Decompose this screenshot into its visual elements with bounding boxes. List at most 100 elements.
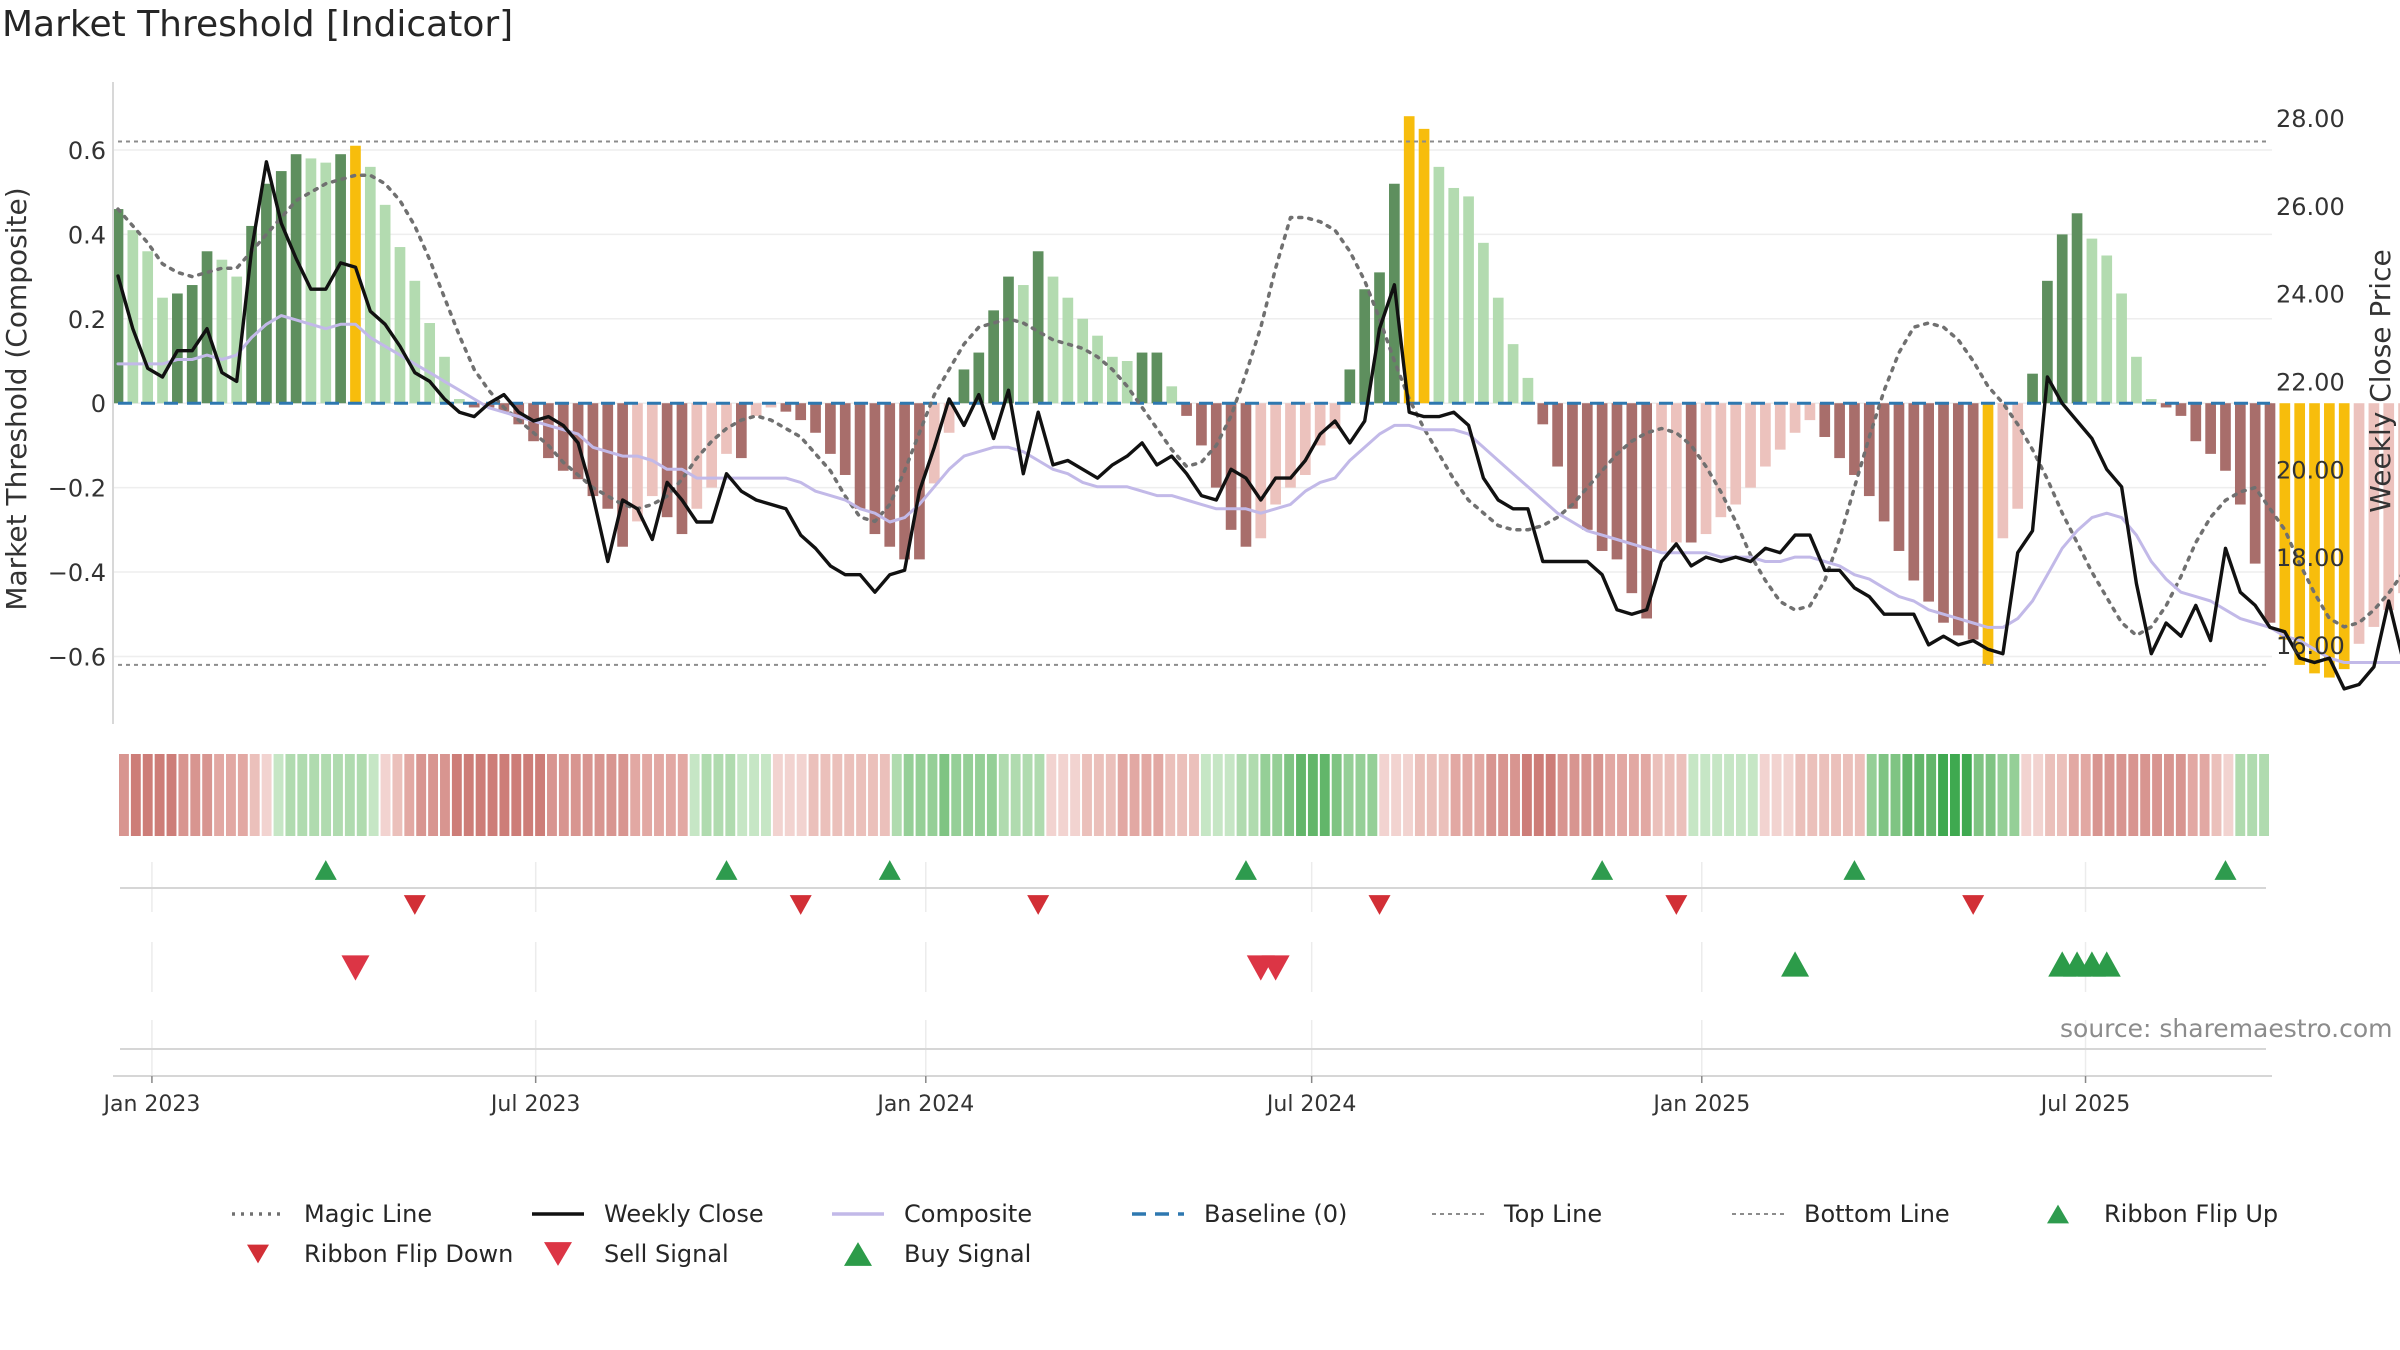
legend-symbol [844, 1242, 872, 1266]
composite-bar [646, 403, 658, 497]
ribbon-cell [582, 754, 593, 836]
composite-bar [275, 171, 287, 404]
y-tick-label: 0 [91, 390, 106, 418]
composite-bar [394, 247, 406, 404]
composite-bar [1567, 403, 1578, 509]
ribbon-cell [618, 754, 629, 836]
ribbon-cell [1010, 754, 1021, 836]
ribbon-cell [1783, 754, 1794, 836]
ribbon-cell [261, 754, 272, 836]
ribbon-cell [1628, 754, 1639, 836]
ribbon-cell [2247, 754, 2258, 836]
ribbon-cell [1593, 754, 1604, 836]
ribbon-cell [392, 754, 403, 836]
ribbon-cell [594, 754, 605, 836]
legend-symbol [247, 1244, 269, 1264]
ribbon-cell [1034, 754, 1045, 836]
ribbon-cell [772, 754, 783, 836]
composite-bar [1671, 403, 1682, 543]
legend-item: Buy Signal [828, 1235, 1031, 1273]
composite-bar [2071, 213, 2083, 404]
axes-layer: 0.6 0.4 0.2 0 −0.2 −0.4 −0.6 28.00 26.00 24.00 22.… [0, 82, 2397, 724]
legend-swatch [2047, 1204, 2069, 1224]
legend-symbol [544, 1242, 572, 1266]
ribbon-cell [1391, 754, 1402, 836]
ribbon-cell [1545, 754, 1556, 836]
ribbon-cell [1284, 754, 1295, 836]
composite-bar [1240, 403, 1252, 547]
ribbon-cell [1462, 754, 1473, 836]
legend-label: Bottom Line [1804, 1200, 1950, 1228]
x-tick-label: Jul 2024 [1265, 1092, 1357, 1117]
ribbon-cell [1878, 754, 1889, 836]
ribbon-cell [1569, 754, 1580, 836]
ribbon-cell [1403, 754, 1413, 836]
ribbon-cell [1058, 754, 1069, 836]
composite-bar [1151, 352, 1163, 404]
ribbon-cell [237, 754, 248, 836]
ribbon-cell [1533, 754, 1544, 836]
ribbon-cell [1724, 754, 1734, 836]
ribbon-cell [344, 754, 355, 836]
ribbon-cell [2163, 754, 2174, 836]
legend-label: Magic Line [304, 1200, 433, 1228]
ribbon-cell [249, 754, 260, 836]
ribbon-cell [891, 754, 902, 836]
ribbon-cell [630, 754, 641, 836]
ribbon-strip [119, 754, 2269, 836]
y-tick-label: 0.6 [68, 137, 106, 165]
composite-bar [172, 293, 183, 404]
sell-signal-marker [341, 955, 370, 981]
composite-bar [1299, 403, 1311, 475]
ribbon-cell [975, 754, 985, 836]
x-tick-label: Jul 2023 [489, 1092, 581, 1117]
legend-label: Baseline (0) [1204, 1200, 1348, 1228]
ribbon-flip-up-marker [1591, 860, 1614, 880]
ribbon-cell [1759, 754, 1770, 836]
ribbon-cell [725, 754, 736, 836]
ribbon-cell [511, 754, 522, 836]
ribbon-cell [1224, 754, 1235, 836]
ribbon-flip-down-marker [1027, 895, 1050, 915]
ribbon-cell [1807, 754, 1818, 836]
y-right-tick-label: 22.00 [2276, 368, 2345, 396]
legend-symbol [2047, 1204, 2069, 1224]
x-tick-label: Jan 2024 [875, 1092, 974, 1117]
y-tick-label: −0.2 [48, 475, 106, 503]
composite-bar [2324, 403, 2335, 678]
composite-bar [1136, 352, 1148, 404]
ribbon-cell [963, 754, 974, 836]
composite-bar [2353, 403, 2365, 644]
signals-layer: Jan 2023 Jul 2023 Jan 2024 Jul 2024 Jan 2025… [101, 860, 2272, 1117]
composite-bar [2234, 403, 2246, 505]
y-right-axis-title: Weekly Close Price [2364, 249, 2397, 512]
composite-bar [973, 352, 985, 404]
ribbon-cell [1105, 754, 1116, 836]
composite-bar [2205, 403, 2216, 454]
ribbon-cell [2033, 754, 2044, 836]
composite-bar [1359, 289, 1371, 404]
composite-bar [1255, 403, 1267, 539]
ribbon-cell [2056, 754, 2067, 836]
ribbon-cell [1331, 754, 1342, 836]
composite-bar [2042, 280, 2053, 404]
composite-bar [1448, 187, 1460, 404]
composite-bar [2027, 373, 2038, 404]
composite-bar [1433, 166, 1445, 404]
y-tick-label: −0.4 [48, 559, 106, 587]
composite-bar [2338, 403, 2350, 670]
composite-bar [1522, 377, 1534, 404]
ribbon-cell [927, 754, 938, 836]
ribbon-cell [321, 754, 332, 836]
ribbon-cell [202, 754, 213, 836]
ribbon-cell [915, 754, 926, 836]
composite-bar [2383, 403, 2395, 611]
ribbon-cell [1676, 754, 1687, 836]
legend-item: Sell Signal [528, 1235, 729, 1273]
composite-bar [1878, 403, 1890, 522]
composite-bar [1492, 297, 1504, 404]
ribbon-cell [2211, 754, 2222, 836]
ribbon-cell [166, 754, 177, 836]
ribbon-cell [535, 754, 546, 836]
composite-bar [780, 403, 792, 412]
